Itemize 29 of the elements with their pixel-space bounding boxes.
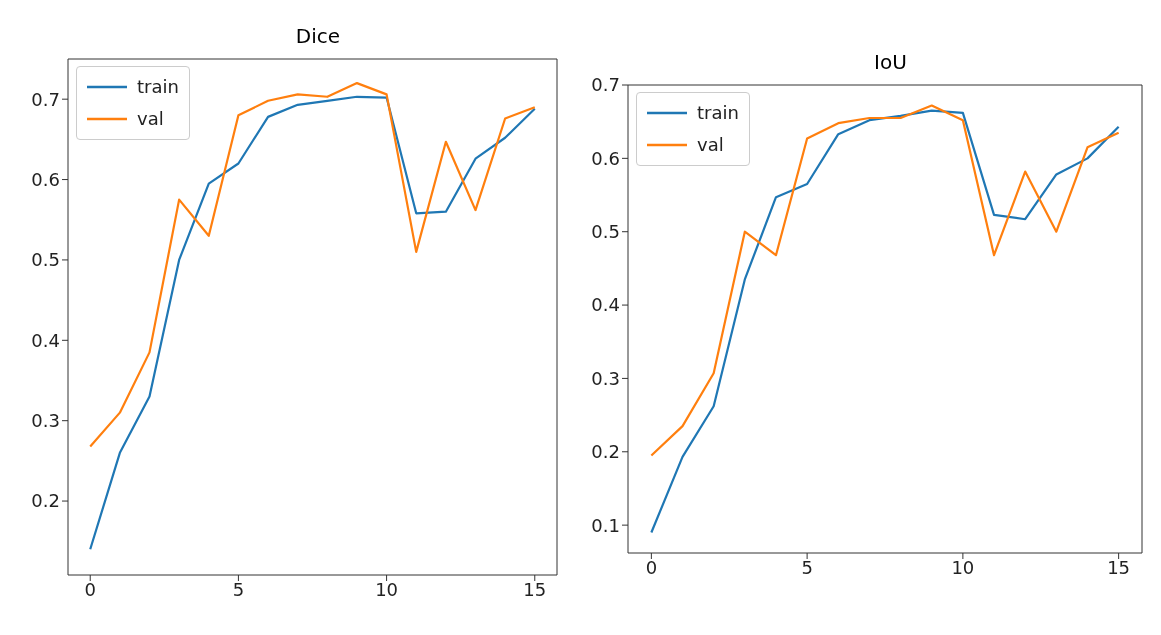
x-tick-label: 5 — [801, 556, 813, 578]
y-tick-label: 0.2 — [591, 441, 620, 463]
y-tick-label: 0.7 — [31, 88, 60, 110]
x-tick-label: 0 — [645, 556, 658, 578]
legend-label: train — [137, 75, 179, 99]
y-tick-label: 0.2 — [31, 490, 60, 512]
y-tick-label: 0.4 — [591, 294, 620, 316]
y-tick-label: 0.4 — [31, 329, 60, 351]
y-tick-label: 0.3 — [591, 367, 620, 389]
chart-title: Dice — [294, 24, 342, 48]
y-tick-label: 0.5 — [31, 249, 60, 271]
line-series — [650, 104, 1120, 457]
legend-label: val — [697, 133, 724, 157]
line-series — [89, 95, 536, 551]
legend-label: train — [697, 101, 739, 125]
chart-title: IoU — [873, 50, 908, 74]
y-tick-label: 0.5 — [591, 221, 620, 243]
legend-label: val — [137, 107, 164, 131]
x-tick-label: 15 — [523, 578, 547, 600]
y-tick-label: 0.3 — [31, 410, 60, 432]
y-tick-label: 0.6 — [591, 147, 620, 169]
y-tick-label: 0.1 — [591, 514, 620, 536]
x-tick-label: 0 — [84, 578, 96, 600]
x-tick-label: 10 — [951, 556, 975, 578]
y-tick-label: 0.7 — [591, 74, 620, 96]
y-tick-label: 0.6 — [31, 168, 60, 190]
x-tick-label: 15 — [1107, 556, 1131, 578]
x-tick-label: 10 — [375, 578, 399, 600]
x-tick-label: 5 — [232, 578, 245, 600]
